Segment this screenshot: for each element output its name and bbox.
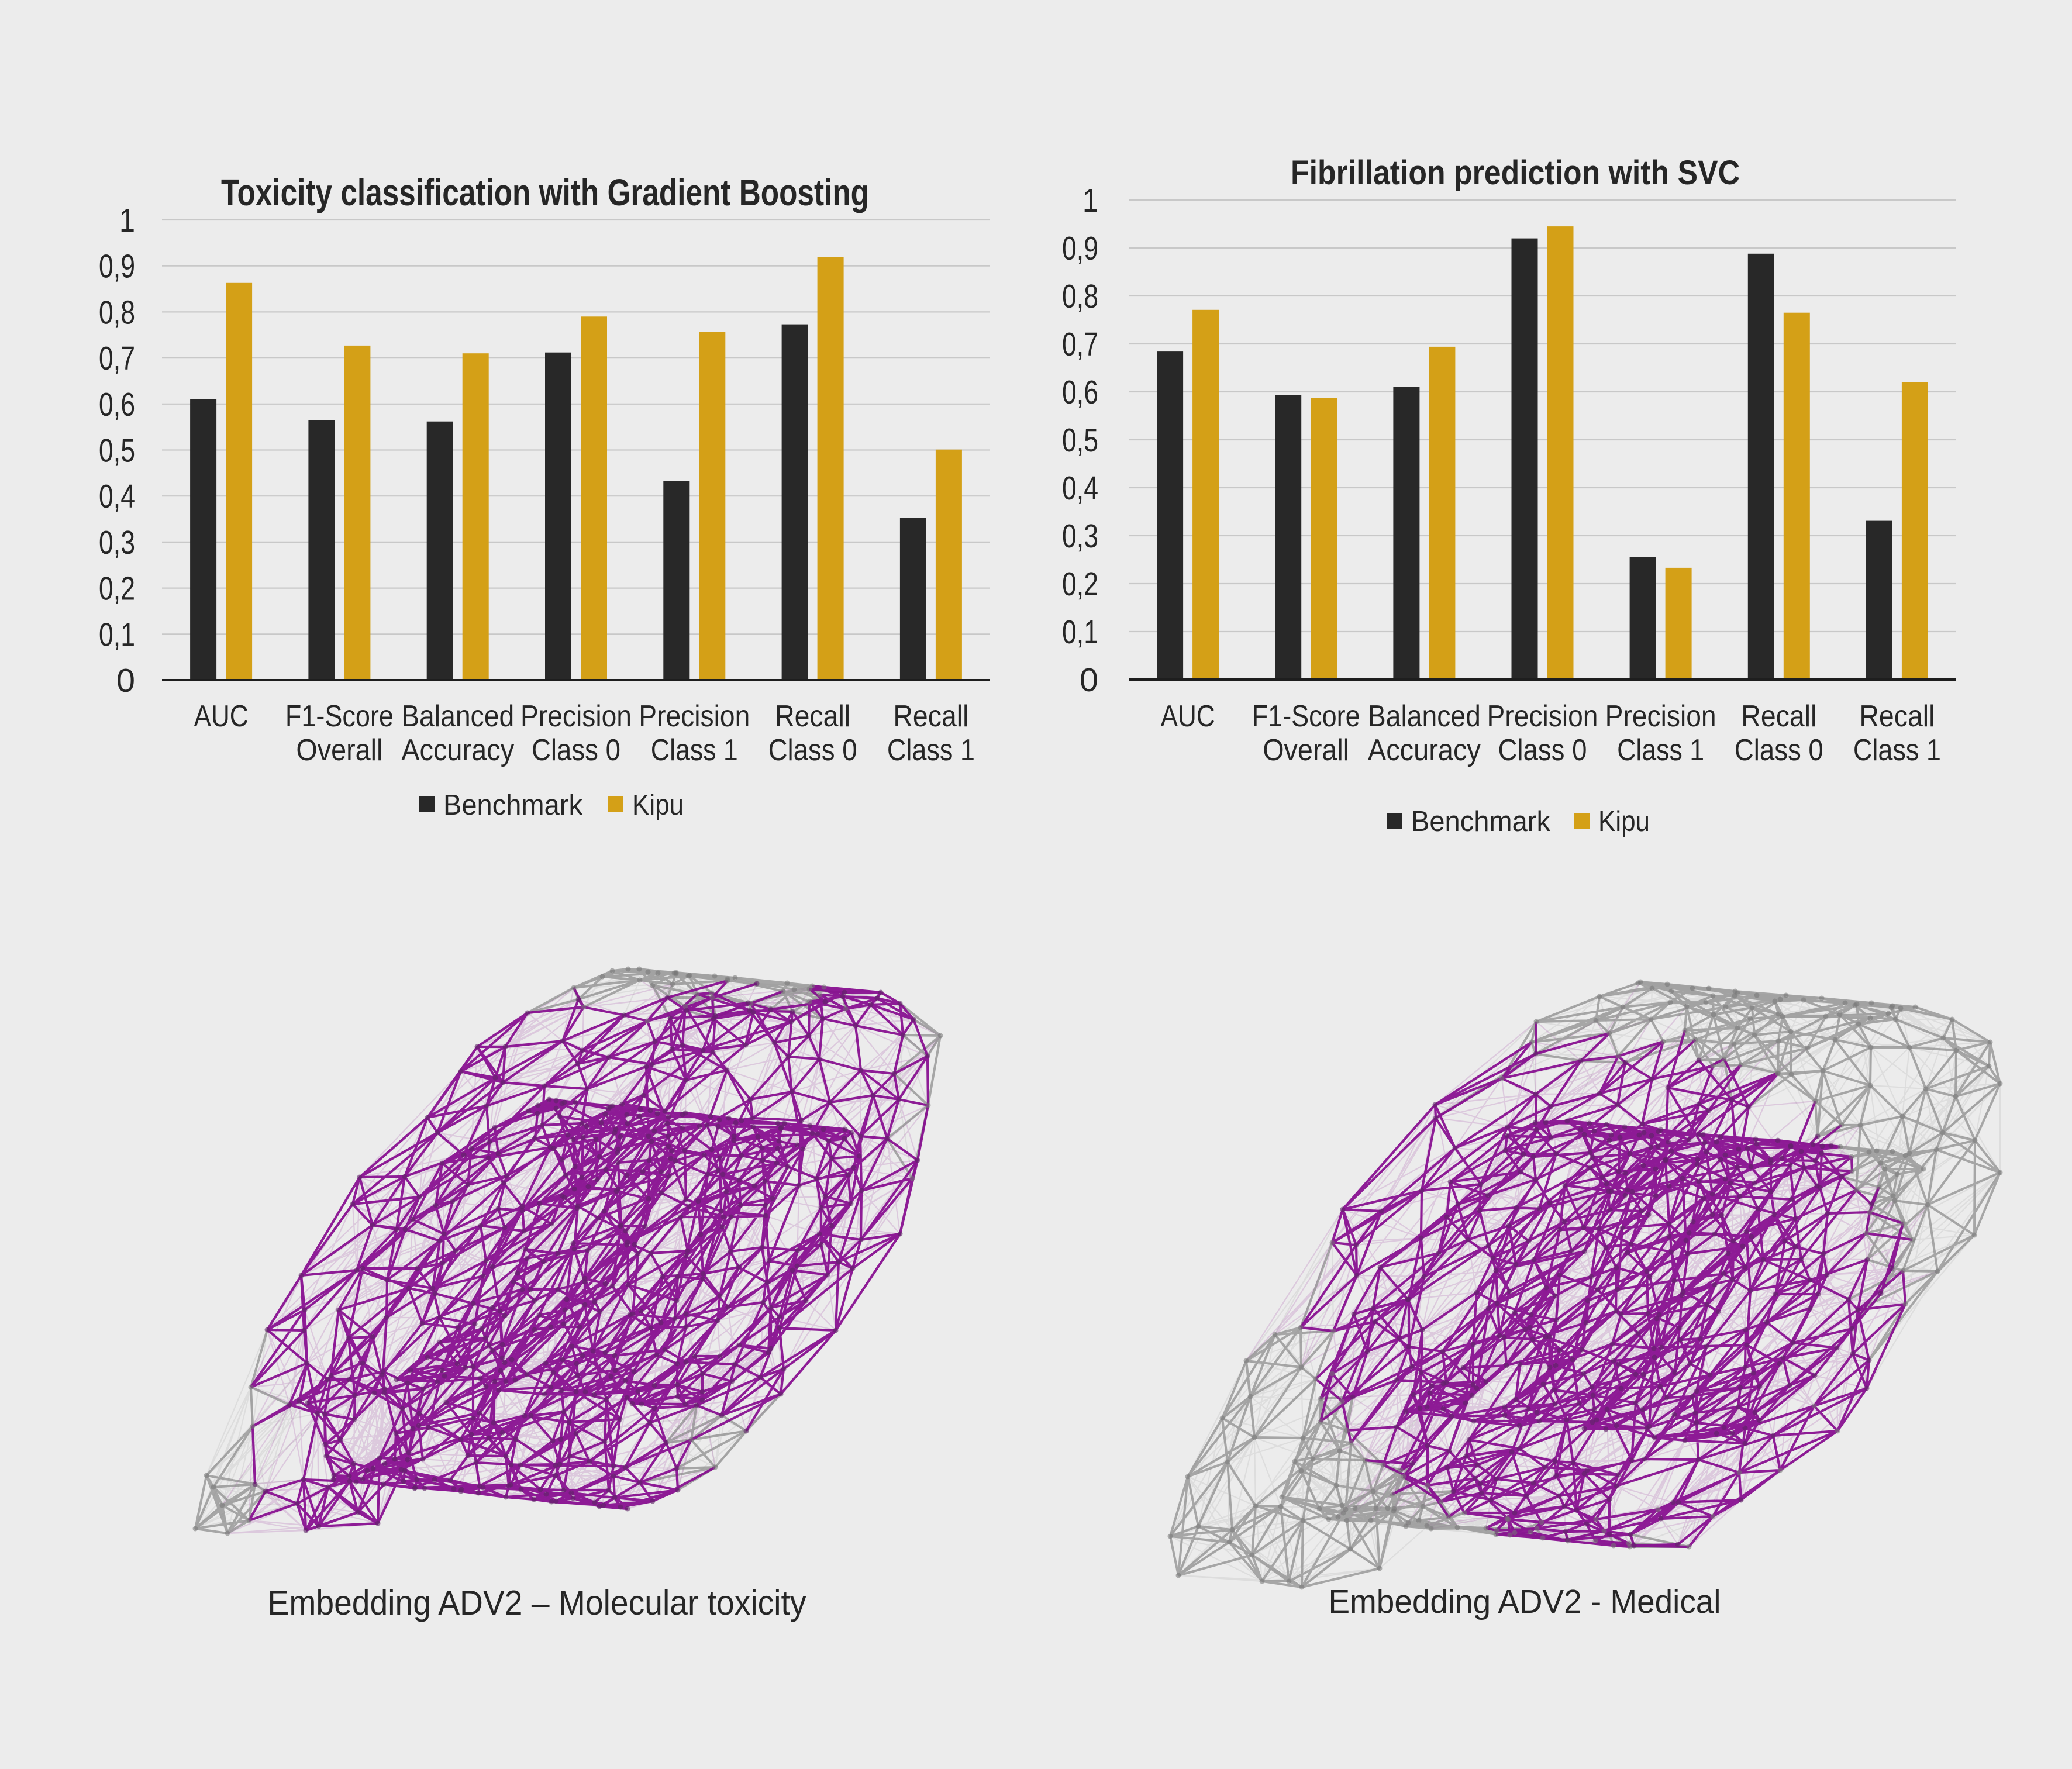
svg-text:F1-Score: F1-Score	[1252, 699, 1360, 733]
svg-text:Toxicity classification with G: Toxicity classification with Gradient Bo…	[221, 171, 869, 213]
svg-text:Precision: Precision	[639, 699, 750, 733]
svg-text:Class 1: Class 1	[1617, 733, 1704, 767]
svg-text:0: 0	[1080, 661, 1098, 699]
svg-text:Kipu: Kipu	[1598, 806, 1650, 837]
svg-text:Class 1: Class 1	[651, 733, 738, 767]
svg-text:Class 0: Class 0	[768, 733, 857, 767]
svg-text:0,2: 0,2	[99, 570, 135, 608]
svg-text:Recall: Recall	[1741, 699, 1816, 733]
svg-text:Fibrillation prediction with S: Fibrillation prediction with SVC	[1291, 154, 1740, 192]
svg-text:0,3: 0,3	[99, 524, 135, 561]
svg-text:Benchmark: Benchmark	[1411, 806, 1550, 837]
svg-text:Accuracy: Accuracy	[1368, 733, 1481, 767]
svg-text:0,5: 0,5	[99, 432, 135, 470]
svg-text:0,1: 0,1	[1062, 613, 1098, 651]
svg-text:Accuracy: Accuracy	[401, 733, 514, 767]
svg-text:0: 0	[116, 662, 135, 699]
svg-text:Embedding ADV2 – Molecular tox: Embedding ADV2 – Molecular toxicity	[268, 1584, 806, 1622]
svg-text:1: 1	[119, 202, 135, 239]
svg-text:Precision: Precision	[520, 699, 632, 733]
svg-text:AUC: AUC	[194, 699, 249, 733]
svg-text:0,1: 0,1	[99, 616, 135, 653]
svg-text:Class 0: Class 0	[1735, 733, 1823, 767]
svg-text:0,9: 0,9	[99, 248, 135, 285]
svg-text:1: 1	[1082, 182, 1098, 219]
svg-text:Precision: Precision	[1605, 699, 1716, 733]
svg-text:0,6: 0,6	[99, 386, 135, 423]
svg-text:AUC: AUC	[1161, 699, 1215, 733]
svg-text:Overall: Overall	[296, 733, 382, 767]
svg-text:0,7: 0,7	[99, 340, 135, 377]
svg-text:0,2: 0,2	[1062, 565, 1098, 603]
svg-text:Balanced: Balanced	[401, 699, 514, 733]
svg-text:Recall: Recall	[775, 699, 850, 733]
svg-text:0,8: 0,8	[1062, 278, 1098, 315]
svg-text:Recall: Recall	[893, 699, 968, 733]
svg-text:Kipu: Kipu	[632, 789, 684, 821]
svg-text:Overall: Overall	[1263, 733, 1349, 767]
svg-text:Class 0: Class 0	[532, 733, 620, 767]
svg-text:Class 1: Class 1	[887, 733, 975, 767]
svg-text:0,3: 0,3	[1062, 518, 1098, 555]
svg-text:F1-Score: F1-Score	[285, 699, 394, 733]
svg-text:0,8: 0,8	[99, 294, 135, 331]
svg-text:Benchmark: Benchmark	[443, 789, 582, 821]
svg-text:Class 1: Class 1	[1853, 733, 1941, 767]
svg-text:0,4: 0,4	[1062, 470, 1098, 507]
svg-text:0,5: 0,5	[1062, 422, 1098, 459]
svg-text:Precision: Precision	[1487, 699, 1598, 733]
svg-text:Recall: Recall	[1859, 699, 1935, 733]
svg-text:Embedding ADV2 - Medical: Embedding ADV2 - Medical	[1329, 1583, 1721, 1620]
svg-text:Balanced: Balanced	[1368, 699, 1481, 733]
svg-text:0,7: 0,7	[1062, 326, 1098, 363]
svg-text:0,4: 0,4	[99, 478, 135, 515]
svg-text:0,6: 0,6	[1062, 374, 1098, 411]
svg-text:0,9: 0,9	[1062, 230, 1098, 267]
svg-text:Class 0: Class 0	[1498, 733, 1587, 767]
